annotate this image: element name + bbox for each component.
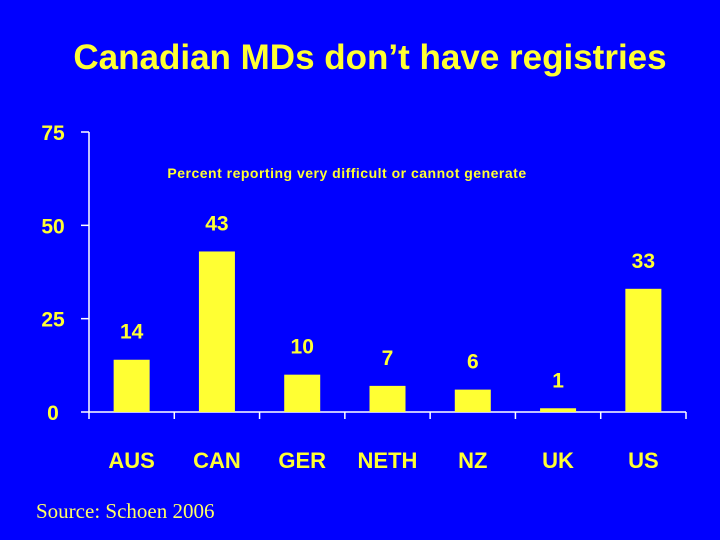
- bar-value-label: 33: [632, 250, 655, 273]
- category-label: AUS: [108, 448, 154, 473]
- bar-value-label: 7: [382, 347, 394, 370]
- bar-value-label: 10: [291, 336, 314, 359]
- bar-ger: [284, 374, 321, 412]
- y-axis: 0 25 50 75: [41, 122, 90, 425]
- bar-uk: [540, 408, 577, 412]
- category-label: NETH: [358, 448, 418, 473]
- bar-neth: [369, 385, 406, 412]
- bar-aus: [113, 359, 150, 412]
- chart-subtitle: Percent reporting very difficult or cann…: [167, 165, 526, 181]
- category-label: UK: [542, 448, 574, 473]
- bar-value-label: 1: [552, 369, 564, 392]
- bar-can: [198, 251, 235, 412]
- category-label: NZ: [458, 448, 487, 473]
- source-note: Source: Schoen 2006: [36, 499, 215, 523]
- bar-us: [625, 288, 662, 412]
- y-tick-label: 75: [41, 122, 65, 145]
- category-label: GER: [278, 448, 326, 473]
- x-axis: AUS CAN GER NETH NZ UK US: [88, 411, 687, 473]
- y-tick-label: 0: [47, 402, 59, 425]
- slide-title: Canadian MDs don’t have registries: [73, 38, 667, 77]
- category-label: US: [628, 448, 659, 473]
- category-label: CAN: [193, 448, 241, 473]
- bars: 14 43 10 7 6 1 33: [113, 212, 662, 412]
- y-tick-label: 50: [41, 215, 64, 238]
- bar-value-label: 43: [205, 212, 228, 235]
- bar-value-label: 6: [467, 351, 479, 374]
- bar-nz: [454, 389, 491, 412]
- y-tick-label: 25: [41, 309, 65, 332]
- bar-value-label: 14: [120, 321, 144, 344]
